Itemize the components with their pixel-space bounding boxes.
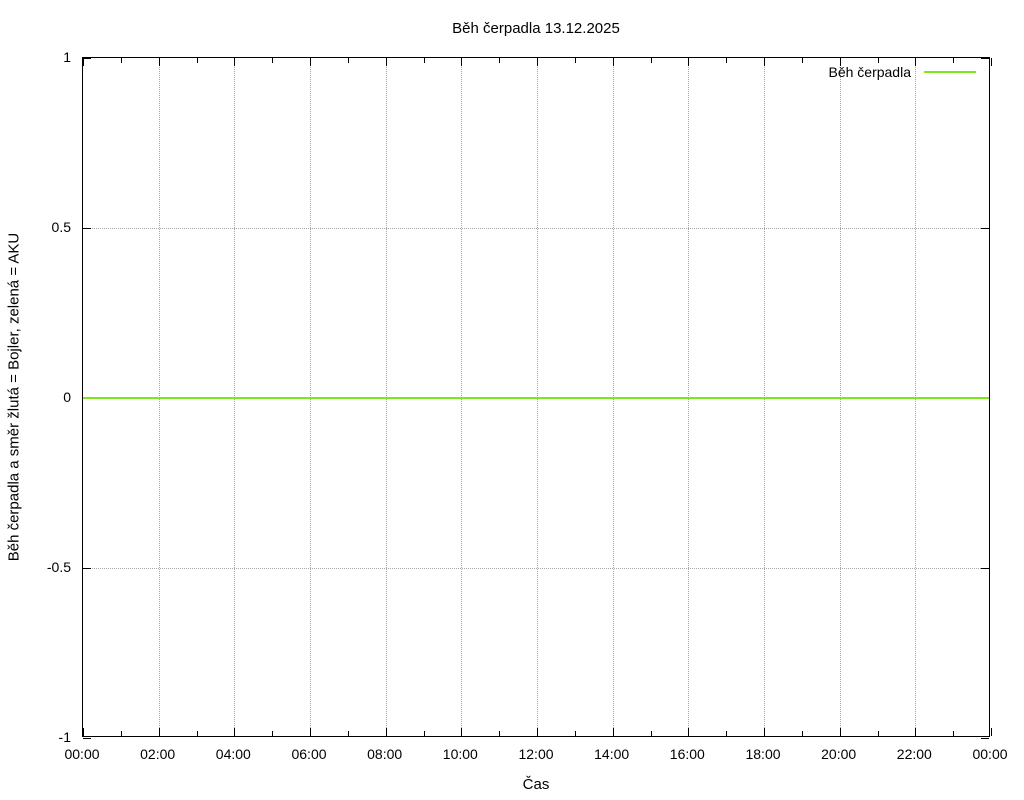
x-tick-label: 12:00 [518,746,554,762]
x-minor-tick-top [650,58,652,63]
x-major-tick-top [83,58,84,66]
y-major-tick-left [83,228,91,229]
x-major-tick-top [612,58,614,66]
y-major-tick-left [83,738,91,739]
x-major-tick-bottom [461,728,463,736]
y-tick-label: 1 [63,49,71,65]
x-tick-label: 18:00 [745,746,781,762]
x-minor-tick-bottom [272,731,274,736]
y-major-tick-left [83,58,91,59]
x-minor-tick-top [726,58,728,63]
x-major-tick-bottom [158,728,160,736]
x-minor-tick-bottom [499,731,501,736]
x-tick-label: 00:00 [972,746,1008,762]
x-major-tick-bottom [537,728,538,736]
x-major-tick-top [461,58,463,66]
y-tick-label: 0.5 [51,219,71,235]
plot-area: Běh čerpadla [82,57,992,739]
x-major-tick-bottom [612,728,614,736]
x-major-tick-top [310,58,311,66]
x-major-tick-top [385,58,387,66]
x-minor-tick-top [499,58,501,63]
y-tick-label: 0 [63,389,71,405]
x-minor-tick-top [877,58,879,63]
x-major-tick-bottom [83,728,84,736]
x-major-tick-bottom [688,728,690,736]
x-minor-tick-bottom [801,731,803,736]
x-major-tick-top [234,58,236,66]
x-tick-label: 20:00 [821,746,857,762]
y-gridline [83,228,989,229]
y-major-tick-right [981,228,989,229]
x-tick-label: 22:00 [896,746,932,762]
x-tick-label: 08:00 [367,746,403,762]
y-major-tick-left [83,568,91,569]
x-tick-label: 02:00 [140,746,176,762]
chart-title: Běh čerpadla 13.12.2025 [452,20,620,37]
x-major-tick-bottom [310,728,311,736]
x-tick-label: 00:00 [64,746,100,762]
x-minor-tick-bottom [196,731,198,736]
x-tick-label: 16:00 [669,746,705,762]
y-tick-label: -1 [58,729,71,745]
y-tick-label: -0.5 [46,559,71,575]
x-minor-tick-top [120,58,122,63]
x-major-tick-top [537,58,538,66]
x-major-tick-bottom [764,728,765,736]
x-major-tick-bottom [839,728,841,736]
x-major-tick-top [158,58,160,66]
x-minor-tick-bottom [953,731,955,736]
x-major-tick-bottom [385,728,387,736]
x-minor-tick-bottom [650,731,652,736]
x-minor-tick-bottom [726,731,728,736]
x-minor-tick-top [196,58,198,63]
legend-line-sample [924,71,976,73]
y-major-tick-right [981,58,989,59]
legend-label: Běh čerpadla [828,64,911,80]
x-axis-label: Čas [522,776,550,793]
x-minor-tick-top [574,58,576,63]
x-major-tick-top [688,58,690,66]
x-minor-tick-top [953,58,955,63]
x-minor-tick-top [272,58,274,63]
x-tick-label: 04:00 [215,746,251,762]
x-minor-tick-bottom [120,731,122,736]
x-minor-tick-bottom [877,731,879,736]
x-minor-tick-bottom [574,731,576,736]
x-major-tick-top [991,58,992,66]
legend: Běh čerpadla [828,64,976,80]
x-tick-label: 06:00 [291,746,327,762]
x-major-tick-top [839,58,841,66]
x-minor-tick-bottom [347,731,349,736]
x-major-tick-bottom [234,728,236,736]
x-major-tick-bottom [991,728,992,736]
x-major-tick-top [915,58,917,66]
x-tick-label: 14:00 [594,746,630,762]
y-gridline [83,568,989,569]
x-major-tick-bottom [915,728,917,736]
x-minor-tick-top [347,58,349,63]
x-minor-tick-top [801,58,803,63]
series-line-běh-čerpadla [83,397,989,399]
x-minor-tick-top [423,58,425,63]
x-major-tick-top [764,58,765,66]
y-major-tick-right [981,738,989,739]
x-tick-label: 10:00 [442,746,478,762]
y-major-tick-right [981,568,989,569]
x-minor-tick-bottom [423,731,425,736]
